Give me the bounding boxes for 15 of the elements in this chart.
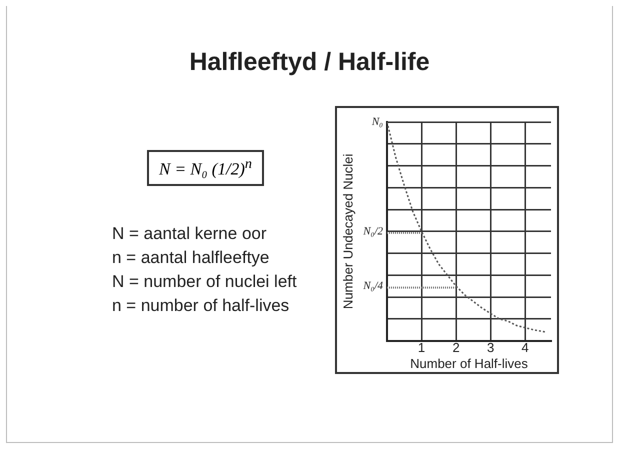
x-axis-title: Number of Half-lives — [410, 356, 528, 371]
text: N = number of nuclei left — [112, 271, 297, 293]
text: n = aantal halfleeftye — [112, 247, 270, 269]
annotation: N₀ — [370, 116, 384, 128]
x-tick-label: 4 — [521, 340, 529, 356]
text: n = number of half-lives — [112, 295, 290, 317]
annotation: N₀/4 — [362, 280, 384, 292]
x-tick-label: 1 — [418, 340, 426, 356]
text: N = aantal kerne oor — [112, 223, 268, 245]
annotation: N₀/2 — [362, 225, 384, 238]
chart-title: Halfleeftyd / Half-life — [188, 48, 431, 77]
text: N = N₀ (1/2)$^{n}$ — [147, 150, 264, 186]
x-tick-label: 2 — [452, 340, 460, 356]
x-tick-label: 3 — [486, 340, 494, 356]
y-axis-title: Number Undecayed Nuclei — [340, 154, 356, 310]
